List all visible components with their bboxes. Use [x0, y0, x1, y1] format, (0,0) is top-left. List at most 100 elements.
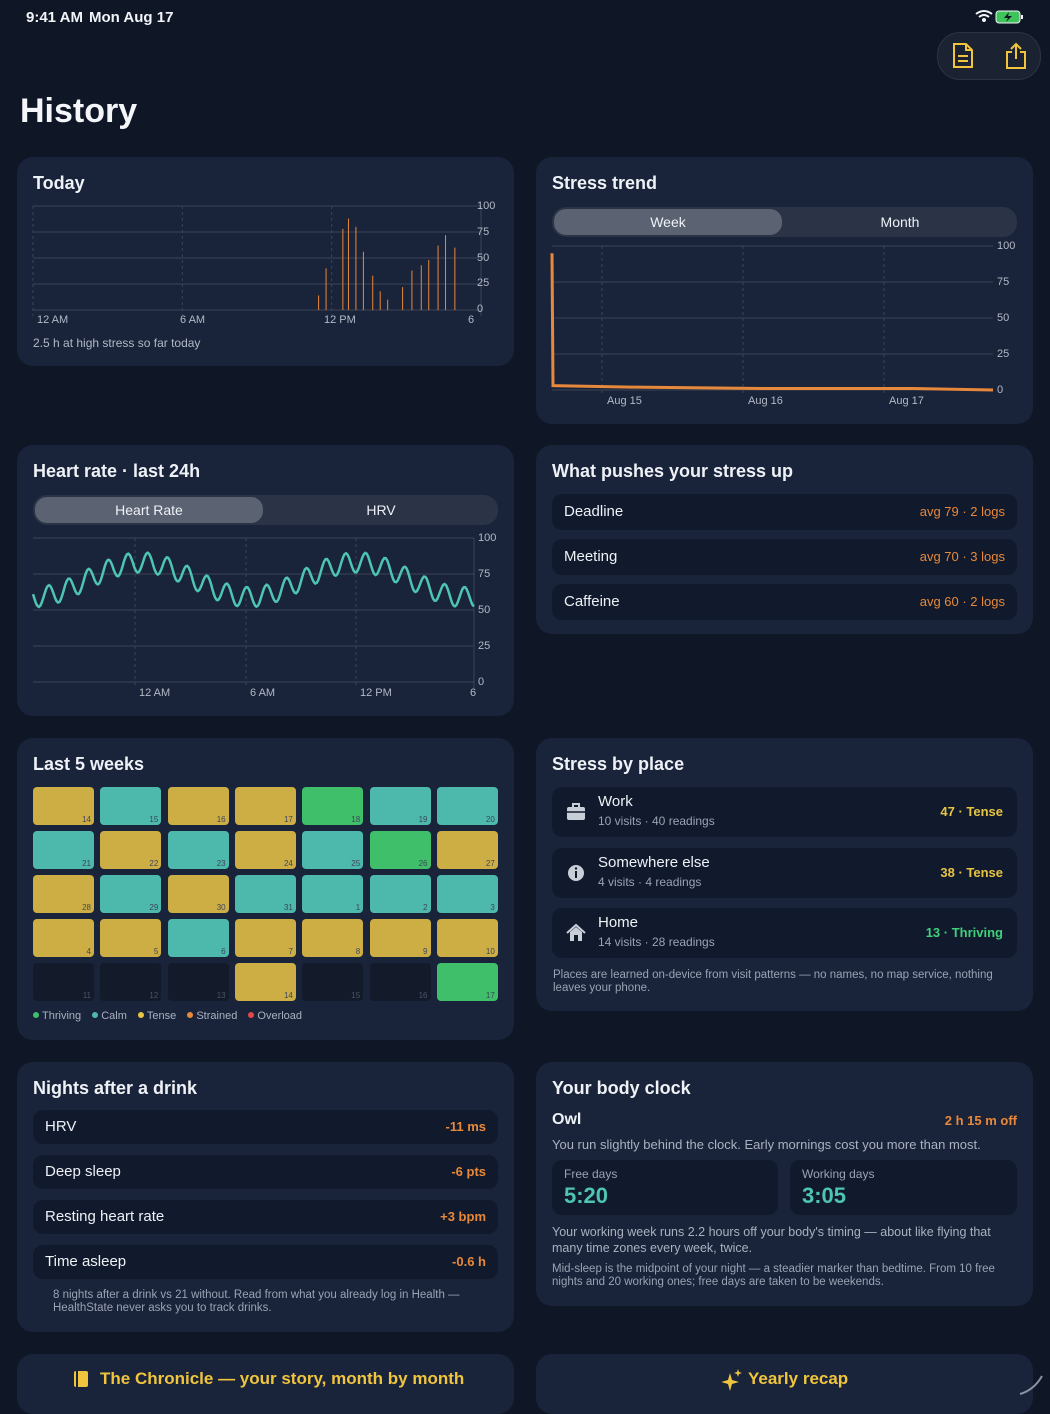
book-icon — [74, 1371, 88, 1387]
day-cell[interactable]: 17 — [234, 787, 296, 825]
day-cell[interactable]: 16 — [369, 963, 431, 1001]
day-cell[interactable]: 20 — [436, 787, 498, 825]
day-number: 4 — [86, 947, 91, 956]
x-tick: 12 PM — [360, 687, 392, 699]
trigger-value: avg 79 · 2 logs — [919, 504, 1005, 519]
y-tick: 25 — [477, 277, 490, 289]
document-icon[interactable] — [952, 43, 974, 69]
day-cell[interactable]: 16 — [167, 787, 229, 825]
legend-dot — [187, 1012, 194, 1018]
free-days-value: 5:20 — [564, 1183, 609, 1208]
legend-dot — [248, 1012, 255, 1018]
day-number: 20 — [485, 815, 495, 824]
day-cell[interactable]: 28 — [33, 875, 94, 913]
day-cell[interactable]: 11 — [33, 963, 94, 1001]
day-number: 26 — [418, 859, 428, 868]
day-cell[interactable]: 25 — [302, 831, 364, 869]
day-number: 14 — [82, 815, 91, 824]
today-caption: 2.5 h at high stress so far today — [33, 336, 201, 350]
day-cell[interactable]: 30 — [167, 875, 229, 913]
place-row[interactable]: Work 10 visits · 40 readings 47 · Tense — [552, 787, 1017, 837]
body-clock-card: Your body clock Owl 2 h 15 m off You run… — [536, 1062, 1033, 1306]
drink-label: Time asleep — [45, 1253, 127, 1270]
places-note: Places are learned on-device from visit … — [553, 969, 993, 994]
day-cell[interactable]: 14 — [33, 787, 94, 825]
yearly-recap-button[interactable]: Yearly recap — [536, 1354, 1033, 1414]
chronicle-button[interactable]: The Chronicle — your story, month by mon… — [17, 1354, 514, 1414]
day-number: 31 — [283, 903, 293, 912]
day-cell[interactable]: 12 — [100, 963, 162, 1001]
drink-label: HRV — [45, 1118, 77, 1135]
sparkles-icon — [722, 1369, 742, 1391]
day-number: 13 — [216, 991, 226, 1000]
day-cell[interactable]: 29 — [100, 875, 162, 913]
share-icon[interactable] — [1005, 42, 1027, 70]
day-cell[interactable]: 31 — [234, 875, 296, 913]
day-cell[interactable]: 21 — [33, 831, 94, 869]
day-number: 17 — [283, 815, 293, 824]
status-date: Mon Aug 17 — [89, 9, 174, 26]
day-number: 5 — [153, 947, 159, 956]
y-tick: 100 — [477, 200, 496, 212]
place-row[interactable]: Home 14 visits · 28 readings 13 · Thrivi… — [552, 908, 1017, 958]
day-cell[interactable]: 3 — [436, 875, 498, 913]
trigger-row[interactable]: Deadline avg 79 · 2 logs — [552, 494, 1017, 530]
day-cell[interactable]: 4 — [33, 919, 94, 957]
day-cell[interactable]: 7 — [234, 919, 296, 957]
y-tick: 25 — [997, 348, 1010, 360]
weeks-legend: Thriving Calm Tense Strained Overload — [33, 1010, 310, 1022]
day-cell[interactable]: 15 — [100, 787, 162, 825]
day-cell[interactable]: 9 — [369, 919, 431, 957]
day-number: 22 — [149, 859, 159, 868]
day-cell[interactable]: 2 — [369, 875, 431, 913]
day-number: 7 — [288, 947, 293, 956]
day-number: 18 — [351, 815, 361, 824]
y-tick: 0 — [478, 676, 485, 688]
legend-item: Calm — [92, 1010, 127, 1022]
day-cell[interactable]: 1 — [302, 875, 364, 913]
day-cell[interactable]: 6 — [167, 919, 229, 957]
day-cell[interactable]: 24 — [234, 831, 296, 869]
chronotype: Owl — [552, 1111, 582, 1128]
heart-segmented: Heart Rate HRV — [33, 495, 498, 525]
tab-month[interactable]: Month — [880, 214, 920, 230]
day-cell[interactable]: 8 — [302, 919, 364, 957]
trigger-label: Deadline — [564, 503, 624, 520]
drink-value: -6 pts — [451, 1164, 486, 1179]
day-cell[interactable]: 27 — [436, 831, 498, 869]
info-icon — [568, 865, 584, 881]
day-cell[interactable]: 18 — [302, 787, 364, 825]
day-cell[interactable]: 10 — [436, 919, 498, 957]
day-number: 15 — [149, 815, 159, 824]
place-score: 38 · Tense — [940, 865, 1003, 880]
drink-value: -11 ms — [445, 1119, 486, 1134]
y-tick: 75 — [477, 226, 490, 238]
day-cell[interactable]: 26 — [369, 831, 431, 869]
place-row[interactable]: Somewhere else 4 visits · 4 readings 38 … — [552, 848, 1017, 898]
drink-label: Resting heart rate — [45, 1208, 165, 1225]
trigger-row[interactable]: Meeting avg 70 · 3 logs — [552, 539, 1017, 575]
y-tick: 50 — [477, 252, 490, 264]
day-number: 23 — [216, 859, 226, 868]
day-cell[interactable]: 13 — [167, 963, 229, 1001]
tab-heart-rate[interactable]: Heart Rate — [115, 502, 183, 518]
tab-week[interactable]: Week — [650, 214, 686, 230]
tab-hrv[interactable]: HRV — [366, 502, 396, 518]
day-cell[interactable]: 17 — [436, 963, 498, 1001]
day-number: 16 — [216, 815, 226, 824]
day-cell[interactable]: 19 — [369, 787, 431, 825]
briefcase-icon — [567, 803, 585, 820]
heart-rate-line — [31, 551, 475, 609]
y-tick: 100 — [478, 532, 497, 544]
day-cell[interactable]: 14 — [234, 963, 296, 1001]
trigger-row[interactable]: Caffeine avg 60 · 2 logs — [552, 584, 1017, 620]
resize-handle[interactable] — [1018, 1372, 1046, 1396]
place-name: Home — [598, 914, 639, 931]
drink-row: HRV -11 ms — [33, 1110, 498, 1144]
day-cell[interactable]: 23 — [167, 831, 229, 869]
x-tick: 6 AM — [180, 314, 206, 326]
day-cell[interactable]: 22 — [100, 831, 162, 869]
day-number: 21 — [82, 859, 91, 868]
day-cell[interactable]: 15 — [302, 963, 364, 1001]
day-cell[interactable]: 5 — [100, 919, 162, 957]
